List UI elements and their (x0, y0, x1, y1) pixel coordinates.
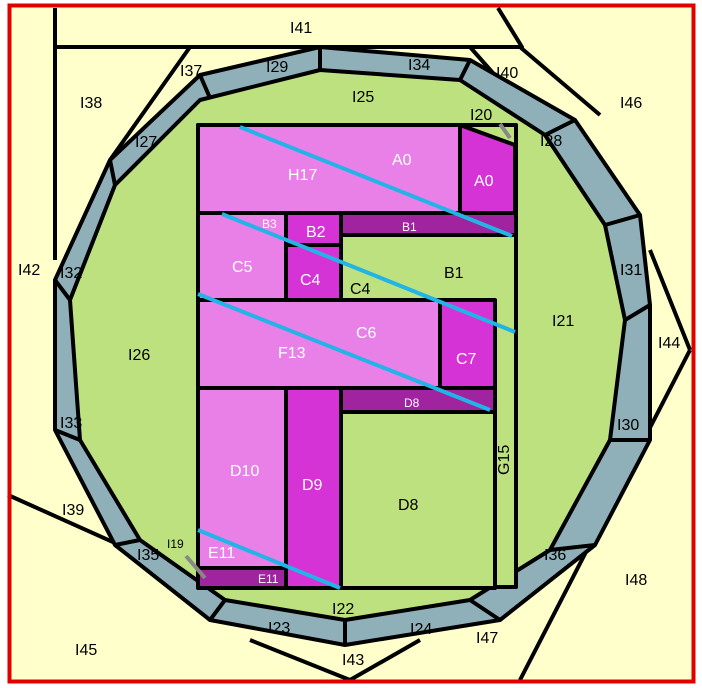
label-i23: I23 (268, 620, 290, 637)
label-b2: B2 (306, 224, 326, 241)
label-i42: I42 (18, 262, 40, 279)
label-i28: I28 (540, 133, 562, 150)
label-i27: I27 (135, 134, 157, 151)
piece-e11-strip (196, 566, 288, 590)
label-f13: F13 (278, 345, 306, 362)
frame (7, 3, 696, 684)
label-i48: I48 (625, 572, 647, 589)
label-c4-green: C4 (350, 281, 371, 298)
label-i20: I20 (470, 107, 492, 124)
label-i35: I35 (137, 547, 159, 564)
piece-b1-strip (339, 211, 518, 237)
label-i25: I25 (352, 89, 374, 106)
label-d8-strip: D8 (404, 396, 420, 410)
label-e11-strip: E11 (258, 572, 279, 586)
label-i36: I36 (544, 547, 566, 564)
label-i29: I29 (266, 59, 288, 76)
label-i30: I30 (617, 417, 639, 434)
label-i37: I37 (180, 63, 202, 80)
label-i24: I24 (410, 621, 432, 638)
label-b1: B1 (444, 265, 464, 282)
label-a0-pink: A0 (392, 152, 412, 169)
label-i19: I19 (167, 537, 184, 551)
piece-d8 (339, 410, 497, 590)
label-i45: I45 (75, 642, 97, 659)
label-i26: I26 (128, 347, 150, 364)
label-i32: I32 (60, 265, 82, 282)
label-e11-pink: E11 (208, 545, 235, 562)
label-i40: I40 (496, 65, 518, 82)
ring-dividers (53, 47, 652, 645)
label-c7: C7 (456, 351, 477, 368)
label-i38: I38 (80, 95, 102, 112)
label-i46: I46 (620, 95, 642, 112)
label-i33: I33 (60, 415, 82, 432)
outer-lines (7, 6, 692, 682)
label-i21: I21 (552, 313, 574, 330)
label-i22: I22 (332, 601, 354, 618)
label-c6: C6 (356, 325, 377, 342)
label-i34: I34 (408, 57, 430, 74)
label-i31: I31 (620, 262, 642, 279)
label-b1-strip: B1 (402, 220, 417, 234)
label-i43: I43 (342, 652, 364, 669)
label-d9: D9 (302, 477, 323, 494)
label-d10: D10 (230, 463, 259, 480)
label-i39: I39 (62, 502, 84, 519)
grey-lines (184, 122, 512, 580)
label-i44: I44 (658, 335, 680, 352)
label-c5: C5 (232, 259, 253, 276)
label-g15: G15 (496, 445, 513, 475)
label-i41: I41 (290, 20, 312, 37)
label-i47: I47 (476, 630, 498, 647)
label-h17: H17 (288, 167, 317, 184)
label-c4: C4 (300, 272, 321, 289)
label-b3: B3 (262, 217, 277, 231)
labels: I41 I37 I38 I40 I46 I42 I44 I39 I45 I48 … (18, 20, 680, 669)
label-a0: A0 (474, 173, 494, 190)
blue-lines (197, 125, 516, 590)
label-d8: D8 (398, 497, 419, 514)
